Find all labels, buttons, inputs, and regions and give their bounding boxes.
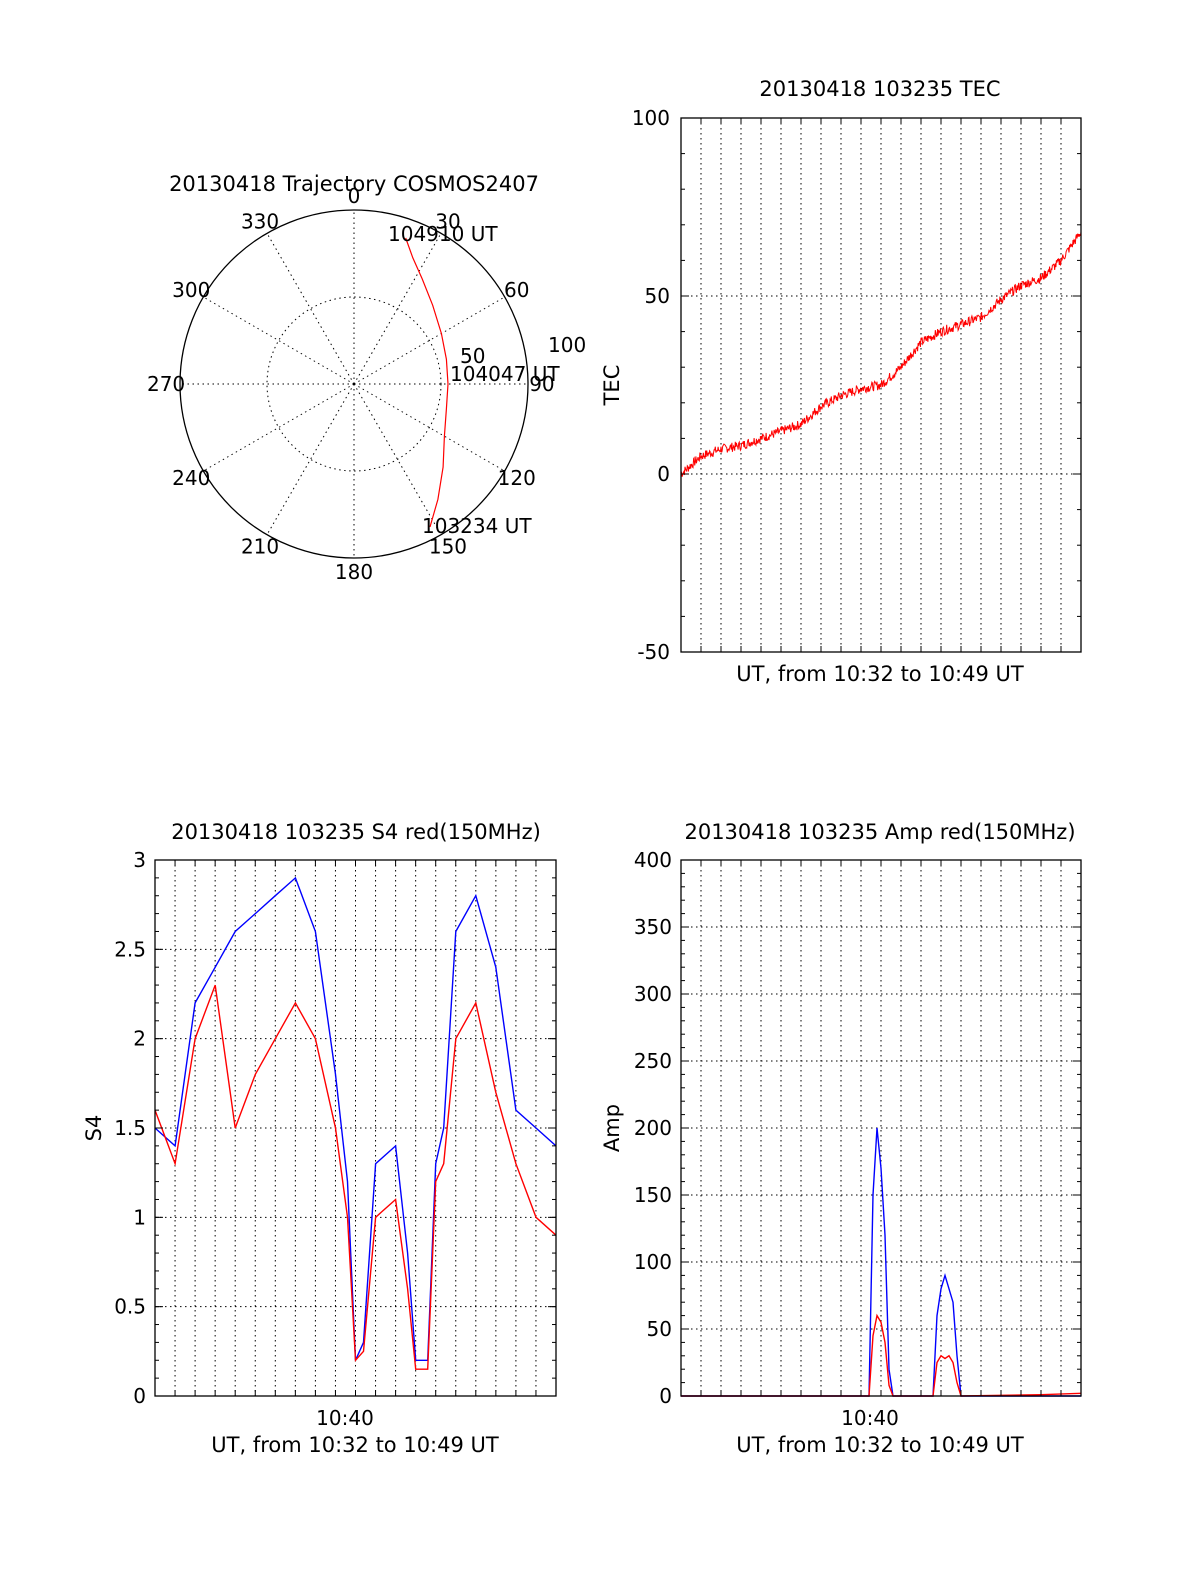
s4-grid bbox=[155, 860, 556, 1396]
amp-x-axis-label: UT, from 10:32 to 10:49 UT bbox=[736, 1433, 1024, 1457]
y-tick-label: 150 bbox=[634, 1183, 672, 1207]
polar-radius-label-50: 50 bbox=[460, 344, 485, 368]
y-tick-label: 0 bbox=[659, 1384, 672, 1408]
tec-minor-ticks bbox=[681, 117, 1081, 653]
polar-angle-label: 60 bbox=[504, 278, 529, 302]
polar-angle-label: 300 bbox=[172, 278, 210, 302]
amp-y-ticks: 400 350 300 250 200 150 100 50 0 bbox=[634, 848, 672, 1408]
polar-angle-label: 210 bbox=[241, 535, 279, 559]
amp-title: 20130418 103235 Amp red(150MHz) bbox=[684, 820, 1075, 844]
polar-spoke bbox=[353, 233, 442, 385]
y-tick-label: 50 bbox=[645, 284, 670, 308]
s4-y-axis-label: S4 bbox=[82, 1115, 106, 1142]
tec-x-axis-label: UT, from 10:32 to 10:49 UT bbox=[736, 662, 1024, 686]
polar-angle-label: 90 bbox=[529, 372, 554, 396]
polar-spoke bbox=[203, 296, 355, 385]
polar-radius-label-100: 100 bbox=[548, 333, 586, 357]
polar-title: 20130418 Trajectory COSMOS2407 bbox=[169, 172, 539, 196]
polar-angle-label: 180 bbox=[335, 560, 373, 584]
polar-angle-labels: 0 30 60 90 120 150 180 210 240 270 300 330 bbox=[147, 184, 555, 584]
series-line-red bbox=[680, 231, 1082, 477]
polar-annotation-start: 103234 UT bbox=[422, 514, 532, 538]
y-tick-label: 0.5 bbox=[114, 1295, 146, 1319]
polar-spoke bbox=[353, 296, 505, 385]
polar-angle-label: 120 bbox=[498, 466, 536, 490]
amp-chart: 20130418 103235 Amp red(150MHz) 400 350 30… bbox=[600, 820, 1082, 1457]
polar-angle-label: 270 bbox=[147, 372, 185, 396]
y-tick-label: 350 bbox=[634, 915, 672, 939]
polar-annotation-mid: 104047 UT bbox=[450, 362, 560, 386]
polar-angle-label: 330 bbox=[241, 209, 279, 233]
amp-minor-ticks bbox=[681, 859, 1081, 1397]
polar-grid-circle bbox=[266, 296, 442, 472]
s4-minor-ticks bbox=[155, 859, 556, 1397]
y-tick-label: 3 bbox=[133, 848, 146, 872]
y-tick-label: 300 bbox=[634, 982, 672, 1006]
polar-outer-circle bbox=[179, 209, 529, 559]
polar-spoke bbox=[266, 233, 355, 385]
polar-spoke bbox=[353, 383, 442, 535]
polar-angle-label: 240 bbox=[172, 466, 210, 490]
tec-y-axis-label: TEC bbox=[600, 365, 624, 407]
polar-annotation-end: 104910 UT bbox=[388, 222, 498, 246]
amp-grid bbox=[681, 860, 1081, 1396]
y-tick-label: 2.5 bbox=[114, 937, 146, 961]
series-line-red bbox=[154, 984, 557, 1370]
tec-y-ticks: 100 50 0 -50 bbox=[632, 106, 670, 664]
y-tick-label: 0 bbox=[133, 1384, 146, 1408]
polar-angle-label: 30 bbox=[435, 209, 460, 233]
y-tick-label: 0 bbox=[657, 462, 670, 486]
s4-x-axis-label: UT, from 10:32 to 10:49 UT bbox=[211, 1433, 499, 1457]
y-tick-label: 250 bbox=[634, 1049, 672, 1073]
polar-trajectory-chart: 20130418 Trajectory COSMOS2407 0 30 60 90 12… bbox=[147, 172, 586, 584]
y-tick-label: 100 bbox=[634, 1250, 672, 1274]
s4-series bbox=[154, 876, 557, 1370]
amp-x-tick-1040: 10:40 bbox=[841, 1406, 899, 1430]
y-tick-label: 2 bbox=[133, 1027, 146, 1051]
tec-series bbox=[680, 231, 1082, 477]
polar-angle-label: 150 bbox=[429, 535, 467, 559]
s4-y-ticks: 3 2.5 2 1.5 1 0.5 0 bbox=[114, 848, 146, 1408]
polar-angle-label: 0 bbox=[348, 184, 361, 208]
y-tick-label: 50 bbox=[647, 1317, 672, 1341]
series-line-blue bbox=[154, 876, 557, 1361]
s4-chart: 20130418 103235 S4 red(150MHz) 3 2.5 2 1.5 1… bbox=[82, 820, 557, 1457]
y-tick-label: 400 bbox=[634, 848, 672, 872]
polar-spoke bbox=[203, 383, 355, 472]
tec-grid bbox=[681, 118, 1081, 652]
s4-title: 20130418 103235 S4 red(150MHz) bbox=[171, 820, 541, 844]
s4-x-tick-1040: 10:40 bbox=[316, 1406, 374, 1430]
amp-y-axis-label: Amp bbox=[600, 1104, 624, 1152]
polar-spoke bbox=[353, 383, 505, 472]
y-tick-label: 200 bbox=[634, 1116, 672, 1140]
polar-grid bbox=[180, 210, 528, 558]
tec-title: 20130418 103235 TEC bbox=[759, 77, 1000, 101]
polar-series bbox=[405, 237, 449, 528]
y-tick-label: -50 bbox=[637, 640, 670, 664]
tec-chart: 20130418 103235 TEC 100 50 0 -50 TEC UT, fr… bbox=[600, 77, 1082, 686]
polar-spoke bbox=[266, 383, 355, 535]
polar-trajectory-line bbox=[405, 237, 449, 528]
y-tick-label: 1.5 bbox=[114, 1116, 146, 1140]
y-tick-label: 100 bbox=[632, 106, 670, 130]
y-tick-label: 1 bbox=[133, 1205, 146, 1229]
